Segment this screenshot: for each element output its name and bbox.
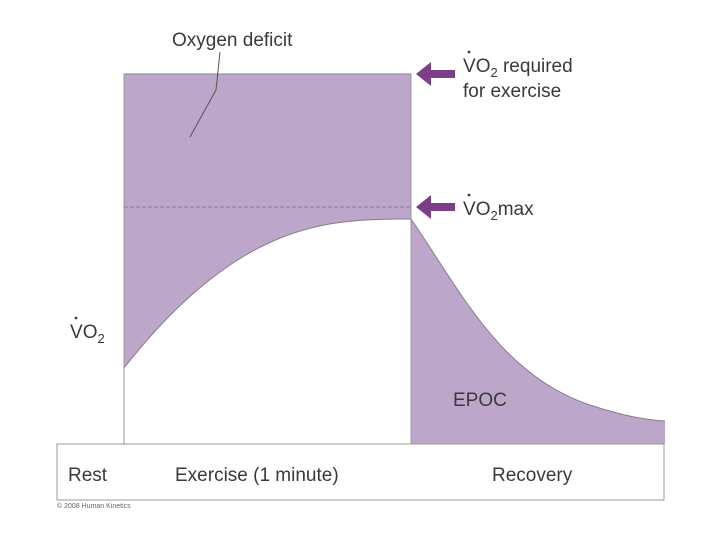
epoc-label: EPOC — [453, 390, 507, 411]
svg-text:VO2max: VO2max — [463, 199, 534, 223]
vo2-required-label: VO2 required for exercise — [463, 50, 573, 102]
oxygen-deficit-area — [123, 73, 412, 370]
svg-text:VO2: VO2 — [70, 322, 105, 346]
left-arrow-icon — [416, 62, 455, 86]
phase-rest-label: Rest — [68, 465, 108, 486]
copyright-text: © 2008 Human Kinetics — [57, 503, 131, 510]
phase-exercise-label: Exercise (1 minute) — [175, 465, 339, 486]
phase-recovery-label: Recovery — [492, 465, 573, 486]
vo2max-label: VO2max — [463, 193, 534, 223]
oxygen-deficit-label: Oxygen deficit — [172, 30, 293, 51]
phase-bar — [56, 443, 665, 501]
epoc-curve — [410, 218, 666, 422]
svg-text:for exercise: for exercise — [463, 81, 561, 102]
oxygen-deficit-pointer — [189, 51, 221, 138]
vo2-axis-label: VO2 — [70, 316, 105, 346]
svg-text:VO2 required: VO2 required — [463, 56, 573, 80]
epoc-area — [411, 219, 665, 444]
left-arrow-icon — [416, 195, 455, 219]
